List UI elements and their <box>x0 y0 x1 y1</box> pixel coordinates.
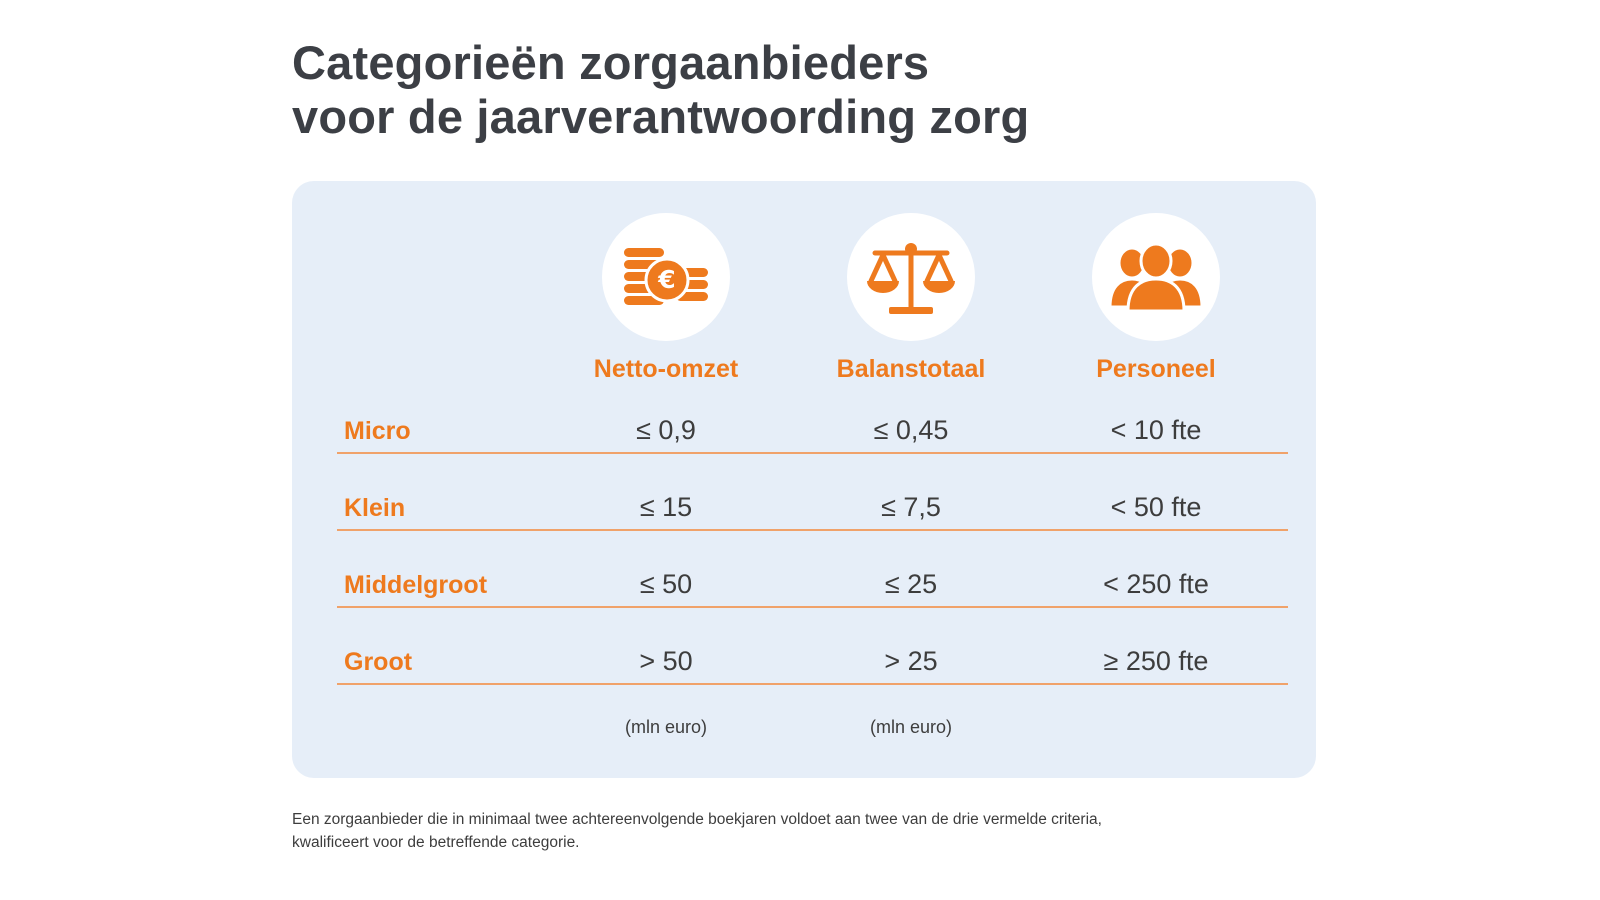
category-table-panel: € Netto-omzet <box>292 181 1316 778</box>
table-row-groot: Groot > 50 > 25 ≥ 250 fte <box>337 643 1288 685</box>
column-label: Netto-omzet <box>593 355 739 383</box>
balance-scale-icon <box>847 213 975 341</box>
personeel-cell: < 10 fte <box>1110 415 1202 445</box>
euro-coins-icon: € <box>602 213 730 341</box>
netto-omzet-cell: > 50 <box>639 646 693 676</box>
footnote: Een zorgaanbieder die in minimaal twee a… <box>292 808 1102 854</box>
column-header-netto-omzet: € Netto-omzet <box>566 213 766 384</box>
row-label: Micro <box>344 417 411 445</box>
title-line-1: Categorieën zorgaanbieders <box>292 36 930 89</box>
footnote-line-1: Een zorgaanbieder die in minimaal twee a… <box>292 811 1102 828</box>
personeel-cell: < 250 fte <box>1103 569 1209 599</box>
page-title: Categorieën zorgaanbieders voor de jaarv… <box>292 36 1029 144</box>
netto-omzet-cell: ≤ 0,9 <box>636 415 696 445</box>
table-row-micro: Micro ≤ 0,9 ≤ 0,45 < 10 fte <box>337 412 1288 454</box>
footnote-line-2: kwalificeert voor de betreffende categor… <box>292 834 580 851</box>
netto-omzet-cell: ≤ 15 <box>639 492 693 522</box>
title-line-2: voor de jaarverantwoording zorg <box>292 90 1030 143</box>
unit-caption-netto-omzet: (mln euro) <box>624 717 708 737</box>
row-label: Klein <box>344 494 406 522</box>
svg-text:€: € <box>657 265 675 294</box>
table-row-middelgroot: Middelgroot ≤ 50 ≤ 25 < 250 fte <box>337 566 1288 608</box>
people-group-icon <box>1092 213 1220 341</box>
table-row-klein: Klein ≤ 15 ≤ 7,5 < 50 fte <box>337 489 1288 531</box>
column-header-balanstotaal: Balanstotaal <box>811 213 1011 384</box>
balanstotaal-cell: > 25 <box>884 646 938 676</box>
personeel-cell: < 50 fte <box>1110 492 1202 522</box>
netto-omzet-cell: ≤ 50 <box>639 569 693 599</box>
column-label: Balanstotaal <box>836 355 986 383</box>
balanstotaal-cell: ≤ 7,5 <box>881 492 941 522</box>
row-label: Groot <box>344 648 413 676</box>
balanstotaal-cell: ≤ 25 <box>884 569 938 599</box>
row-label: Middelgroot <box>344 571 488 599</box>
column-label: Personeel <box>1096 355 1216 383</box>
column-header-personeel: Personeel <box>1056 213 1256 384</box>
personeel-cell: ≥ 250 fte <box>1103 646 1209 676</box>
unit-caption-balanstotaal: (mln euro) <box>869 717 953 737</box>
balanstotaal-cell: ≤ 0,45 <box>873 415 949 445</box>
